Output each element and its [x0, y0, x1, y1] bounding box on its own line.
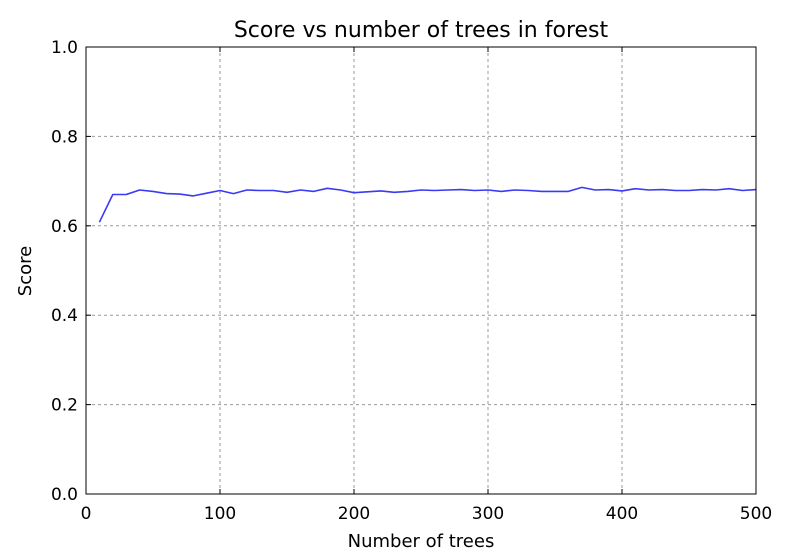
y-axis-label: Score	[15, 246, 36, 296]
series-layer	[98, 186, 757, 223]
y-tick-labels: 0.0 0.2 0.4 0.6 0.8 1.0	[51, 38, 78, 505]
x-tick-label: 100	[204, 504, 236, 524]
x-tick-label: 300	[472, 504, 504, 524]
y-tick-label: 0.8	[51, 127, 78, 147]
chart-title: Score vs number of trees in forest	[234, 18, 609, 43]
y-tick-label: 0.6	[51, 217, 78, 237]
score-line	[98, 186, 757, 223]
x-tick-label: 200	[338, 504, 370, 524]
x-tick-label: 400	[606, 504, 638, 524]
x-tick-label: 0	[81, 504, 92, 524]
y-tick-label: 1.0	[51, 38, 78, 58]
x-tick-label: 500	[740, 504, 772, 524]
ticks	[85, 46, 757, 495]
x-axis-label: Number of trees	[348, 531, 495, 552]
plot-frame	[85, 46, 757, 495]
y-tick-label: 0.0	[51, 485, 78, 505]
y-tick-label: 0.2	[51, 396, 78, 416]
x-tick-labels: 0 100 200 300 400 500	[81, 504, 773, 524]
y-tick-label: 0.4	[51, 306, 78, 326]
grid	[86, 47, 756, 494]
